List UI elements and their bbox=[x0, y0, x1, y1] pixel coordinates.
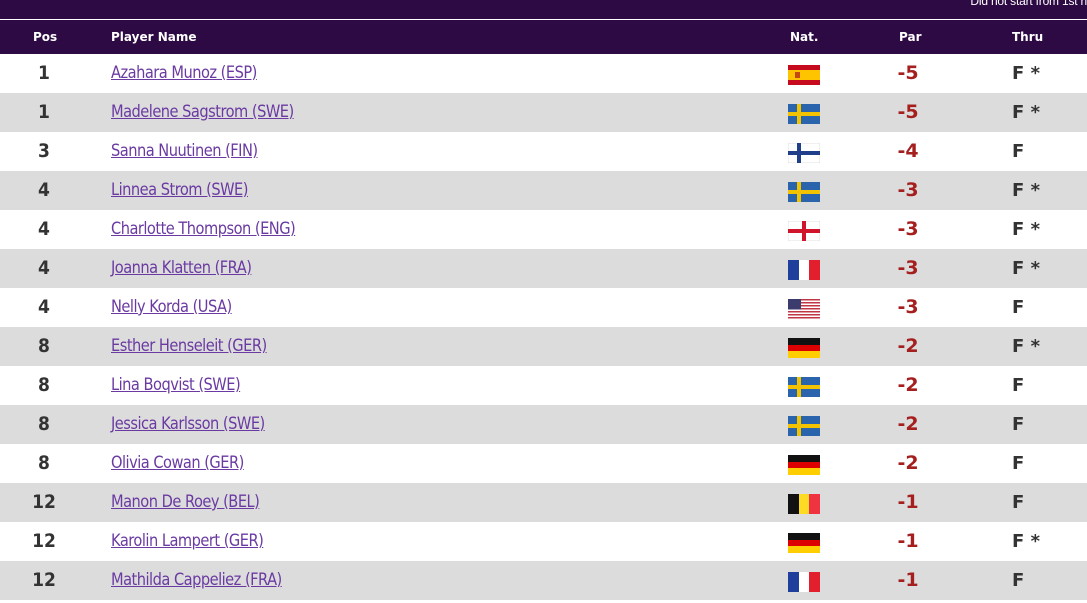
table-row: 8 Esther Henseleit (GER) -2 F * bbox=[0, 327, 1087, 366]
header-player-name: Player Name bbox=[111, 30, 197, 44]
header-nat: Nat. bbox=[790, 30, 819, 44]
header-pos: Pos bbox=[33, 30, 58, 44]
thru-cell: F * bbox=[1012, 258, 1040, 279]
germany-flag-icon bbox=[788, 338, 820, 358]
france-flag-icon bbox=[788, 572, 820, 592]
position-cell: 3 bbox=[38, 140, 50, 162]
sweden-flag-icon bbox=[788, 416, 820, 436]
player-name-link[interactable]: Manon De Roey (BEL) bbox=[111, 492, 260, 512]
par-cell: -5 bbox=[897, 62, 919, 84]
par-cell: -2 bbox=[897, 452, 919, 474]
par-cell: -2 bbox=[897, 335, 919, 357]
thru-cell: F bbox=[1012, 492, 1025, 513]
thru-cell: F * bbox=[1012, 102, 1040, 123]
player-name-link[interactable]: Jessica Karlsson (SWE) bbox=[111, 414, 265, 434]
england-flag-icon bbox=[788, 221, 820, 241]
sweden-flag-icon bbox=[788, 182, 820, 202]
position-cell: 12 bbox=[32, 569, 56, 591]
table-row: 1 Azahara Munoz (ESP) -5 F * bbox=[0, 54, 1087, 93]
player-name-link[interactable]: Linnea Strom (SWE) bbox=[111, 180, 248, 200]
table-row: 3 Sanna Nuutinen (FIN) -4 F bbox=[0, 132, 1087, 171]
table-row: 4 Nelly Korda (USA) -3 F bbox=[0, 288, 1087, 327]
player-name-link[interactable]: Esther Henseleit (GER) bbox=[111, 336, 267, 356]
thru-cell: F * bbox=[1012, 63, 1040, 84]
player-name-link[interactable]: Charlotte Thompson (ENG) bbox=[111, 219, 296, 239]
par-cell: -1 bbox=[897, 530, 919, 552]
position-cell: 8 bbox=[38, 335, 50, 357]
spain-flag-icon bbox=[788, 65, 820, 85]
finland-flag-icon bbox=[788, 143, 820, 163]
leaderboard-header: Pos Player Name Nat. Par Thru bbox=[0, 20, 1087, 54]
position-cell: 4 bbox=[38, 179, 50, 201]
thru-cell: F * bbox=[1012, 531, 1040, 552]
usa-flag-icon bbox=[788, 299, 820, 319]
header-par: Par bbox=[899, 30, 922, 44]
player-name-link[interactable]: Lina Boqvist (SWE) bbox=[111, 375, 241, 395]
thru-cell: F bbox=[1012, 570, 1025, 591]
table-row: 12 Manon De Roey (BEL) -1 F bbox=[0, 483, 1087, 522]
player-name-link[interactable]: Madelene Sagstrom (SWE) bbox=[111, 102, 294, 122]
player-name-link[interactable]: Olivia Cowan (GER) bbox=[111, 453, 244, 473]
par-cell: -2 bbox=[897, 374, 919, 396]
position-cell: 4 bbox=[38, 257, 50, 279]
thru-cell: F * bbox=[1012, 219, 1040, 240]
par-cell: -1 bbox=[897, 569, 919, 591]
germany-flag-icon bbox=[788, 455, 820, 475]
table-row: 1 Madelene Sagstrom (SWE) -5 F * bbox=[0, 93, 1087, 132]
position-cell: 8 bbox=[38, 374, 50, 396]
thru-cell: F bbox=[1012, 297, 1025, 318]
leaderboard-table: 1 Azahara Munoz (ESP) -5 F * 1 Madelene Sagst… bbox=[0, 54, 1087, 600]
par-cell: -4 bbox=[897, 140, 919, 162]
table-row: 8 Jessica Karlsson (SWE) -2 F bbox=[0, 405, 1087, 444]
position-cell: 12 bbox=[32, 491, 56, 513]
player-name-link[interactable]: Sanna Nuutinen (FIN) bbox=[111, 141, 258, 161]
sweden-flag-icon bbox=[788, 104, 820, 124]
player-name-link[interactable]: Azahara Munoz (ESP) bbox=[111, 63, 257, 83]
table-row: 12 Mathilda Cappeliez (FRA) -1 F bbox=[0, 561, 1087, 600]
table-row: 4 Joanna Klatten (FRA) -3 F * bbox=[0, 249, 1087, 288]
thru-cell: F * bbox=[1012, 180, 1040, 201]
par-cell: -3 bbox=[897, 218, 919, 240]
thru-cell: F bbox=[1012, 141, 1025, 162]
position-cell: 12 bbox=[32, 530, 56, 552]
par-cell: -2 bbox=[897, 413, 919, 435]
player-name-link[interactable]: Mathilda Cappeliez (FRA) bbox=[111, 570, 282, 590]
position-cell: 8 bbox=[38, 413, 50, 435]
thru-cell: F bbox=[1012, 414, 1025, 435]
table-row: 8 Olivia Cowan (GER) -2 F bbox=[0, 444, 1087, 483]
top-bar: Did not start from 1st h bbox=[0, 0, 1087, 20]
table-row: 12 Karolin Lampert (GER) -1 F * bbox=[0, 522, 1087, 561]
position-cell: 8 bbox=[38, 452, 50, 474]
table-row: 8 Lina Boqvist (SWE) -2 F bbox=[0, 366, 1087, 405]
par-cell: -3 bbox=[897, 257, 919, 279]
position-cell: 1 bbox=[38, 62, 50, 84]
player-name-link[interactable]: Joanna Klatten (FRA) bbox=[111, 258, 252, 278]
france-flag-icon bbox=[788, 260, 820, 280]
par-cell: -1 bbox=[897, 491, 919, 513]
player-name-link[interactable]: Karolin Lampert (GER) bbox=[111, 531, 264, 551]
table-row: 4 Linnea Strom (SWE) -3 F * bbox=[0, 171, 1087, 210]
sweden-flag-icon bbox=[788, 377, 820, 397]
position-cell: 4 bbox=[38, 218, 50, 240]
player-name-link[interactable]: Nelly Korda (USA) bbox=[111, 297, 232, 317]
par-cell: -5 bbox=[897, 101, 919, 123]
par-cell: -3 bbox=[897, 179, 919, 201]
header-thru: Thru bbox=[1012, 30, 1044, 44]
thru-cell: F bbox=[1012, 453, 1025, 474]
thru-cell: F bbox=[1012, 375, 1025, 396]
germany-flag-icon bbox=[788, 533, 820, 553]
belgium-flag-icon bbox=[788, 494, 820, 514]
par-cell: -3 bbox=[897, 296, 919, 318]
position-cell: 1 bbox=[38, 101, 50, 123]
position-cell: 4 bbox=[38, 296, 50, 318]
thru-cell: F * bbox=[1012, 336, 1040, 357]
top-note: Did not start from 1st h bbox=[970, 0, 1087, 8]
table-row: 4 Charlotte Thompson (ENG) -3 F * bbox=[0, 210, 1087, 249]
